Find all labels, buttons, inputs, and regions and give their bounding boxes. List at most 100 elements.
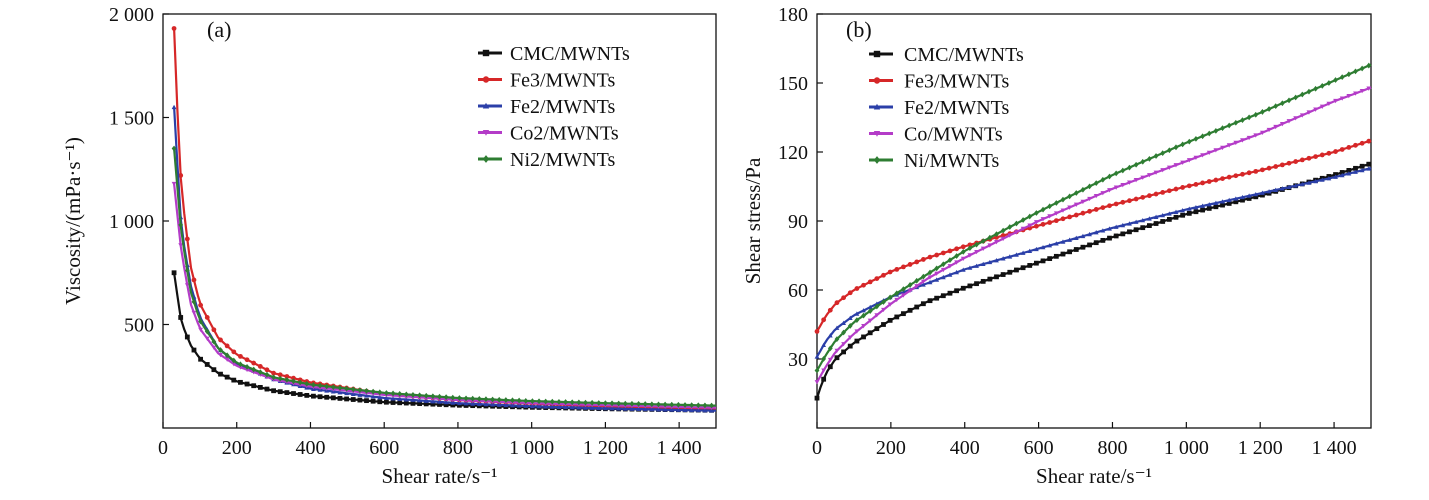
data-point (317, 394, 323, 400)
data-point (702, 402, 708, 409)
data-point (384, 399, 389, 405)
data-point (443, 402, 449, 408)
data-point (927, 269, 933, 276)
data-point (1060, 196, 1066, 203)
data-point (563, 404, 568, 410)
data-point (702, 408, 708, 413)
data-point (821, 376, 827, 382)
x-tick-label: 600 (1024, 437, 1054, 459)
data-point (1040, 221, 1046, 227)
data-point (397, 396, 403, 401)
data-point (556, 398, 562, 405)
data-point (1067, 249, 1073, 255)
data-point (291, 378, 296, 385)
data-point (244, 357, 250, 363)
x-tick-label: 1 000 (1164, 437, 1209, 459)
data-point (682, 407, 688, 413)
data-point (1279, 162, 1285, 168)
data-point (463, 395, 469, 402)
data-point (1173, 209, 1179, 214)
data-point (1127, 221, 1132, 226)
data-point (1180, 141, 1186, 148)
data-point (1200, 203, 1205, 208)
data-point (874, 326, 880, 332)
data-point (204, 362, 210, 367)
data-point (1186, 138, 1192, 145)
y-tick-label: 150 (778, 73, 808, 95)
data-point (1240, 117, 1245, 123)
data-point (257, 384, 263, 390)
series-line (173, 28, 716, 410)
data-point (967, 245, 973, 252)
data-point (907, 307, 913, 313)
data-point (1140, 175, 1146, 180)
data-point (709, 402, 714, 409)
data-point (603, 400, 608, 407)
data-point (656, 407, 661, 412)
series-fe3 (171, 26, 716, 412)
data-point (330, 395, 336, 401)
data-point (1200, 133, 1205, 140)
data-point (894, 297, 900, 303)
data-point (1040, 258, 1046, 264)
data-point (1233, 173, 1239, 179)
y-axis-label: Shear stress/Pa (741, 157, 765, 284)
data-point (490, 396, 495, 403)
data-point (1313, 85, 1318, 92)
data-point (1366, 138, 1372, 144)
x-axis-label: Shear rate/s⁻¹ (1036, 464, 1152, 488)
data-point (927, 254, 933, 260)
legend-label: Co2/MWNTs (510, 123, 619, 145)
data-point (1240, 138, 1245, 143)
data-point (198, 327, 204, 333)
data-point (251, 383, 257, 389)
data-point (596, 405, 602, 411)
data-point (947, 264, 953, 269)
data-point (980, 261, 986, 267)
data-point (1173, 144, 1179, 151)
data-point (211, 345, 217, 350)
data-point (1107, 235, 1112, 241)
data-point (1220, 125, 1225, 132)
data-point (423, 401, 429, 407)
data-point (894, 314, 900, 320)
data-point (1339, 96, 1345, 101)
data-point (1186, 158, 1192, 163)
data-point (1260, 190, 1265, 195)
data-point (1053, 241, 1059, 246)
data-point (1160, 150, 1166, 156)
data-point (874, 313, 880, 318)
data-point (967, 253, 973, 258)
series-fe3 (814, 138, 1372, 334)
data-point (423, 392, 429, 399)
data-point (847, 290, 853, 296)
data-point (1213, 200, 1219, 205)
data-point (364, 393, 369, 398)
data-point (1299, 91, 1305, 98)
data-point (1260, 130, 1265, 136)
y-tick-label: 30 (788, 349, 808, 371)
data-point (967, 283, 973, 289)
data-point (1226, 201, 1232, 206)
data-point (927, 298, 933, 304)
data-point (1000, 233, 1006, 238)
data-point (1273, 187, 1279, 192)
data-point (516, 397, 522, 404)
data-point (940, 261, 946, 268)
data-point (629, 406, 635, 411)
data-point (887, 317, 893, 323)
data-point (1113, 185, 1119, 190)
data-point (1293, 183, 1299, 188)
data-point (178, 222, 184, 228)
data-point (847, 335, 853, 340)
data-point (987, 259, 993, 265)
series-co (171, 181, 717, 411)
data-point (204, 336, 210, 341)
data-point (827, 357, 833, 363)
data-point (1346, 93, 1352, 99)
data-point (1260, 167, 1265, 173)
x-tick-label: 1 400 (1312, 437, 1357, 459)
data-point (1186, 210, 1192, 216)
data-point (450, 394, 456, 401)
data-point (576, 399, 582, 406)
